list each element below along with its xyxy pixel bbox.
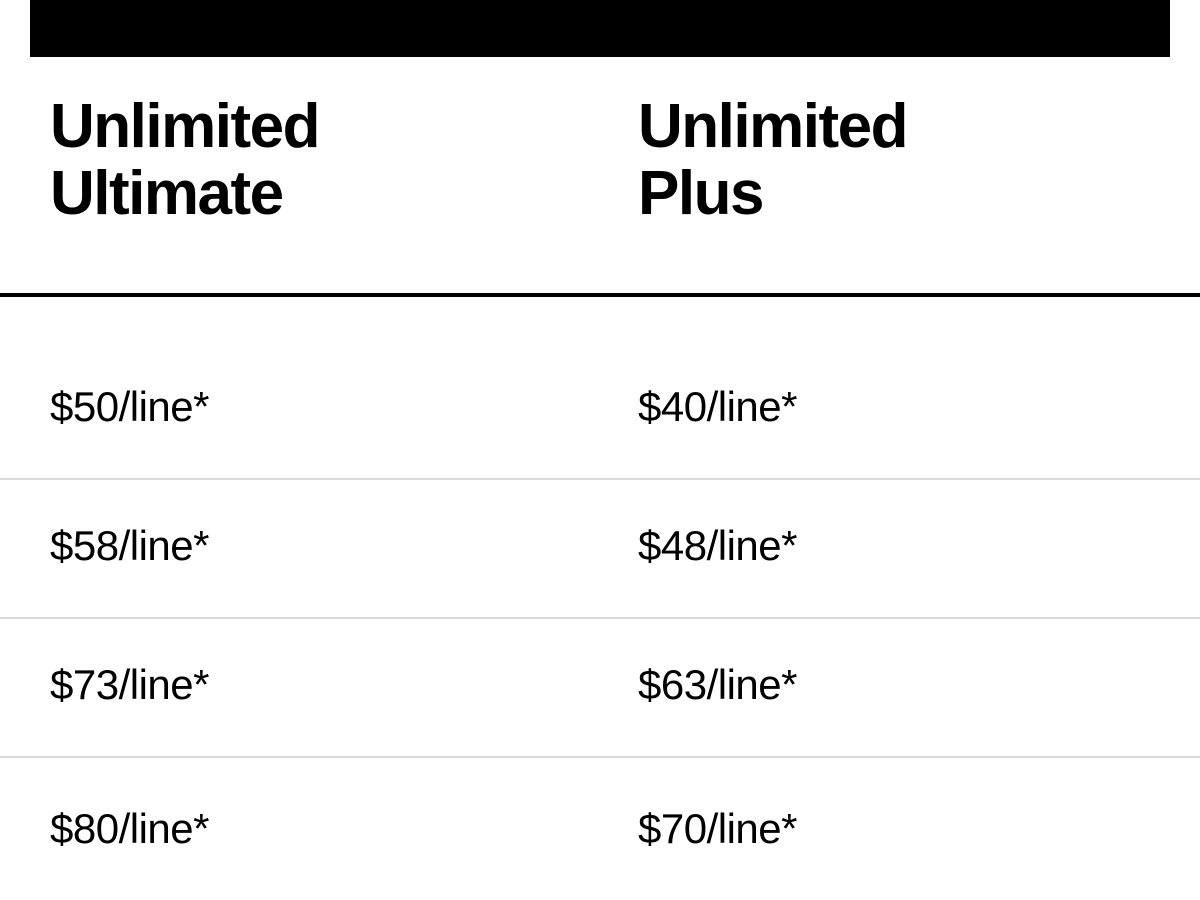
table-row: $80/line* $70/line* [0, 758, 1200, 900]
price-cell-plus: $40/line* [638, 383, 797, 430]
top-banner [30, 0, 1170, 57]
price-cell-ultimate: $73/line* [50, 661, 209, 708]
price-cell-ultimate: $58/line* [50, 522, 209, 569]
table-top-rule [0, 293, 1200, 297]
column-header-line: Unlimited [638, 92, 908, 161]
plan-column-headers: Unlimited Ultimate Unlimited Plus [0, 57, 1200, 227]
pricing-table: $50/line* $40/line* $58/line* $48/line* … [0, 297, 1200, 900]
column-header-line: Unlimited [50, 92, 320, 161]
price-cell-ultimate: $50/line* [50, 383, 209, 430]
table-row: $58/line* $48/line* [0, 480, 1200, 619]
column-header-line: Ultimate [50, 159, 284, 228]
column-header-unlimited-ultimate: Unlimited Ultimate [0, 93, 588, 227]
column-header-unlimited-plus: Unlimited Plus [588, 93, 1200, 227]
price-cell-plus: $70/line* [638, 805, 797, 852]
table-row: $73/line* $63/line* [0, 619, 1200, 758]
price-cell-plus: $48/line* [638, 522, 797, 569]
table-row: $50/line* $40/line* [0, 297, 1200, 480]
price-cell-ultimate: $80/line* [50, 805, 209, 852]
price-cell-plus: $63/line* [638, 661, 797, 708]
column-header-line: Plus [638, 159, 764, 228]
